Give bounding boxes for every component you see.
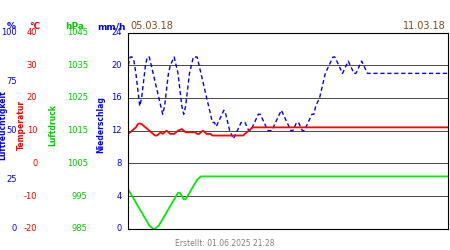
Text: °C: °C [29, 22, 40, 31]
Text: 4: 4 [116, 192, 122, 200]
Text: 8: 8 [116, 159, 122, 168]
Text: 20: 20 [111, 61, 122, 70]
Text: 12: 12 [111, 126, 122, 135]
Text: 40: 40 [27, 28, 37, 37]
Text: 25: 25 [7, 175, 17, 184]
Text: -20: -20 [24, 224, 37, 233]
Text: 05.03.18: 05.03.18 [130, 21, 173, 31]
Text: 100: 100 [1, 28, 17, 37]
Text: Erstellt: 01.06.2025 21:28: Erstellt: 01.06.2025 21:28 [175, 238, 275, 248]
Text: hPa: hPa [65, 22, 84, 31]
Text: Niederschlag: Niederschlag [97, 96, 106, 154]
Text: %: % [7, 22, 16, 31]
Text: 1005: 1005 [67, 159, 88, 168]
Text: 1035: 1035 [67, 61, 88, 70]
Text: 10: 10 [27, 126, 37, 135]
Text: 16: 16 [111, 94, 122, 102]
Text: Luftdruck: Luftdruck [49, 104, 58, 146]
Text: Luftfeuchtigkeit: Luftfeuchtigkeit [0, 90, 7, 160]
Text: 1025: 1025 [67, 94, 88, 102]
Text: 50: 50 [7, 126, 17, 135]
Text: mm/h: mm/h [97, 22, 125, 31]
Text: 0: 0 [116, 224, 122, 233]
Text: 985: 985 [72, 224, 88, 233]
Text: 11.03.18: 11.03.18 [403, 21, 446, 31]
Text: 0: 0 [12, 224, 17, 233]
Text: Temperatur: Temperatur [17, 100, 26, 150]
Text: 1045: 1045 [67, 28, 88, 37]
Text: 75: 75 [6, 77, 17, 86]
Text: 20: 20 [27, 94, 37, 102]
Text: 24: 24 [111, 28, 122, 37]
Text: 0: 0 [32, 159, 37, 168]
Text: -10: -10 [24, 192, 37, 200]
Text: 30: 30 [27, 61, 37, 70]
Text: 1015: 1015 [67, 126, 88, 135]
Text: 995: 995 [72, 192, 88, 200]
